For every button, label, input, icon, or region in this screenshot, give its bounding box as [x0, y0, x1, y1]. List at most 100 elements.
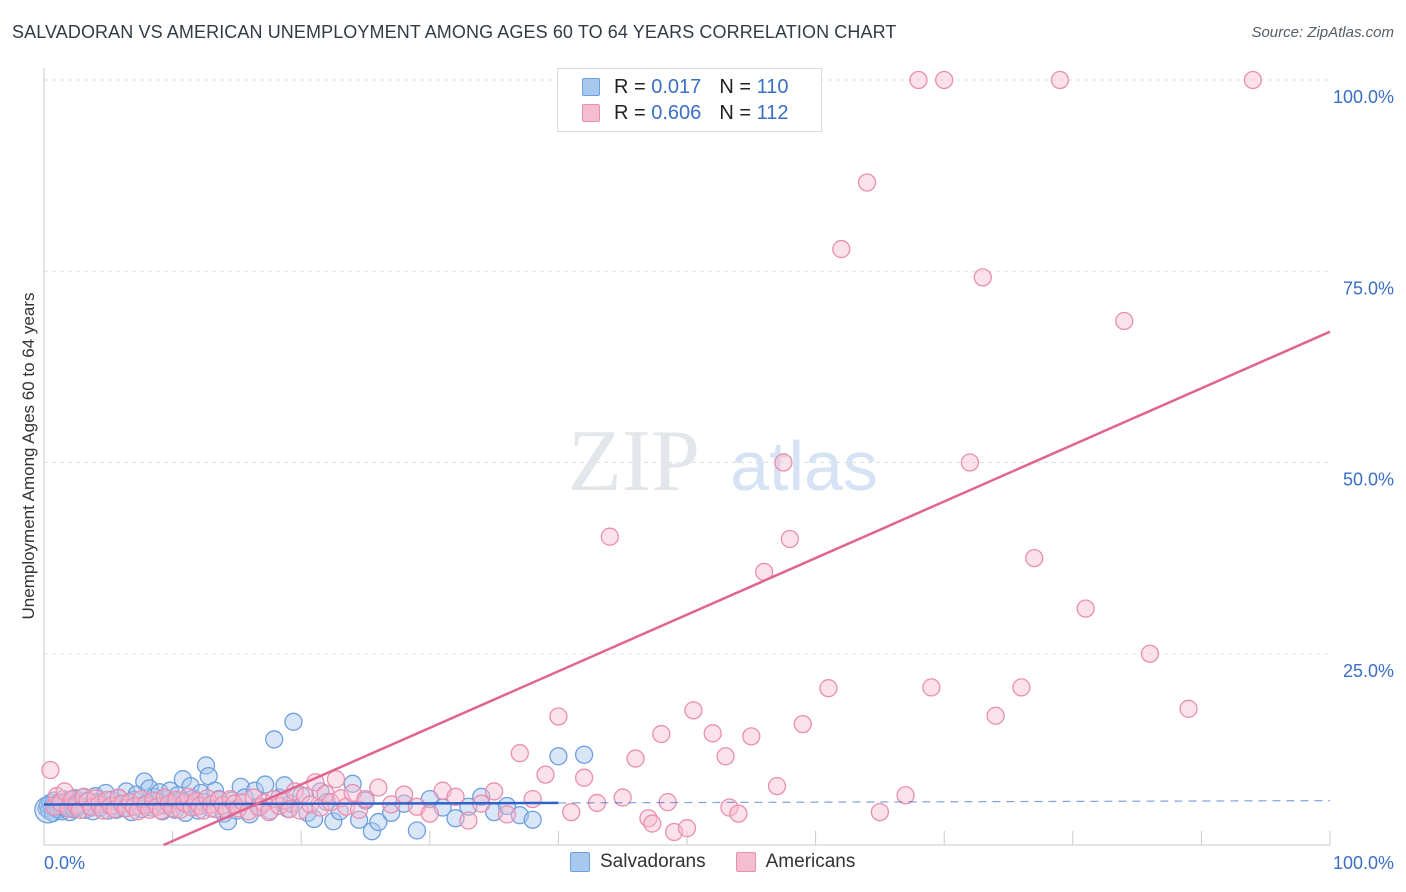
americans-trend-line — [163, 330, 1331, 847]
legend-r-label: R = — [614, 75, 646, 98]
y-tick-label: 25.0% — [1343, 661, 1394, 681]
americans-point — [536, 765, 555, 784]
salvadorans-point — [231, 777, 250, 797]
americans-point — [613, 788, 632, 807]
americans-point — [1140, 644, 1160, 663]
americans-point — [643, 814, 662, 833]
americans-point — [626, 749, 645, 768]
salvadorans-point — [324, 812, 343, 831]
americans-point — [1243, 70, 1262, 90]
americans-point — [1025, 548, 1044, 568]
americans-point — [729, 804, 748, 823]
salvadorans-point — [362, 822, 382, 841]
salvadorans-point — [196, 756, 216, 775]
americans-point — [523, 789, 542, 809]
legend-n-label: N = — [719, 75, 751, 98]
legend-n-value-americans: 112 — [756, 101, 789, 124]
americans-point — [1076, 599, 1095, 618]
americans-point — [55, 782, 74, 801]
legend-swatch-salvadorans — [570, 852, 590, 872]
americans-point — [720, 798, 739, 817]
americans-point — [562, 802, 581, 822]
americans-point — [369, 778, 388, 797]
legend-r-value-americans: 0.606 — [651, 101, 702, 124]
source-credit: Source: ZipAtlas.com — [1251, 24, 1394, 41]
americans-point — [986, 706, 1005, 725]
salvadorans-trend-extension — [558, 800, 1331, 804]
americans-point — [446, 787, 465, 806]
americans-point — [510, 744, 529, 763]
americans-point — [1050, 70, 1070, 90]
salvadorans-point — [304, 809, 324, 829]
y-tick-label: 75.0% — [1343, 278, 1394, 298]
legend-r-value-salvadorans: 0.017 — [651, 75, 702, 98]
legend-row-americans: R = 0.606 N = 112 — [582, 100, 788, 126]
legend-swatch-blue — [582, 78, 600, 96]
grid-lines — [44, 79, 1330, 655]
americans-point — [41, 760, 60, 780]
y-axis-label: Unemployment Among Ages 60 to 64 years — [19, 293, 38, 620]
americans-point — [549, 707, 568, 726]
y-tick-labels: 25.0% 50.0% 75.0% 100.0% — [1333, 87, 1394, 681]
legend-item-salvadorans[interactable]: Salvadorans — [570, 851, 706, 873]
legend-row-salvadorans: R = 0.017 N = 110 — [582, 74, 788, 100]
americans-point — [774, 453, 793, 472]
x-tick-label-max: 100.0% — [1333, 853, 1394, 873]
x-grid-lines — [172, 831, 1331, 845]
legend-r-label: R = — [614, 101, 646, 124]
salvadorans-point — [265, 730, 284, 749]
x-tick-label-min: 0.0% — [44, 853, 85, 873]
salvadorans-point — [407, 821, 427, 840]
americans-point — [420, 804, 439, 823]
americans-point — [600, 527, 619, 546]
y-tick-label: 100.0% — [1333, 87, 1394, 107]
americans-point — [1012, 678, 1031, 697]
americans-point — [973, 268, 992, 287]
salvadorans-point — [349, 810, 369, 829]
salvadorans-point — [343, 774, 362, 793]
legend-n-label: N = — [719, 101, 751, 124]
americans-point — [703, 724, 722, 743]
americans-point — [857, 173, 877, 192]
americans-point — [780, 529, 800, 549]
salvadorans-point — [256, 775, 275, 794]
chart-title: SALVADORAN VS AMERICAN UNEMPLOYMENT AMON… — [12, 22, 897, 42]
salvadorans-point — [549, 747, 568, 766]
americans-point — [935, 70, 954, 90]
americans-point — [459, 811, 478, 830]
legend-swatch-pink — [582, 104, 600, 122]
americans-point — [652, 724, 671, 744]
americans-point — [484, 782, 504, 801]
americans-point — [819, 679, 838, 698]
americans-point — [677, 819, 697, 838]
salvadorans-point — [284, 712, 303, 731]
salvadorans-trend-line — [43, 801, 559, 806]
americans-point — [922, 678, 941, 697]
series-legend: Salvadorans Americans — [570, 851, 885, 873]
americans-point — [716, 747, 735, 766]
americans-point — [1179, 699, 1198, 718]
legend-item-americans[interactable]: Americans — [735, 851, 856, 873]
americans-point — [832, 239, 851, 259]
legend-swatch-americans — [735, 852, 756, 872]
americans-point — [793, 714, 812, 734]
americans-point — [684, 701, 703, 720]
americans-point — [497, 805, 517, 824]
legend-label-salvadorans: Salvadorans — [600, 851, 706, 872]
americans-point — [909, 70, 928, 90]
legend-label-americans: Americans — [765, 851, 856, 872]
americans-point — [896, 786, 915, 805]
trend-lines — [43, 330, 1331, 847]
americans-point — [767, 776, 787, 796]
y-tick-label: 50.0% — [1343, 470, 1394, 490]
americans-point — [326, 770, 346, 789]
americans-point — [574, 768, 594, 787]
americans-point — [742, 727, 761, 746]
salvadorans-point — [574, 745, 594, 764]
americans-point — [270, 796, 289, 816]
americans-point — [349, 800, 369, 819]
correlation-legend: R = 0.017 N = 110 R = 0.606 N = 112 — [557, 68, 822, 132]
legend-n-value-salvadorans: 110 — [756, 75, 789, 98]
americans-point — [960, 453, 980, 472]
